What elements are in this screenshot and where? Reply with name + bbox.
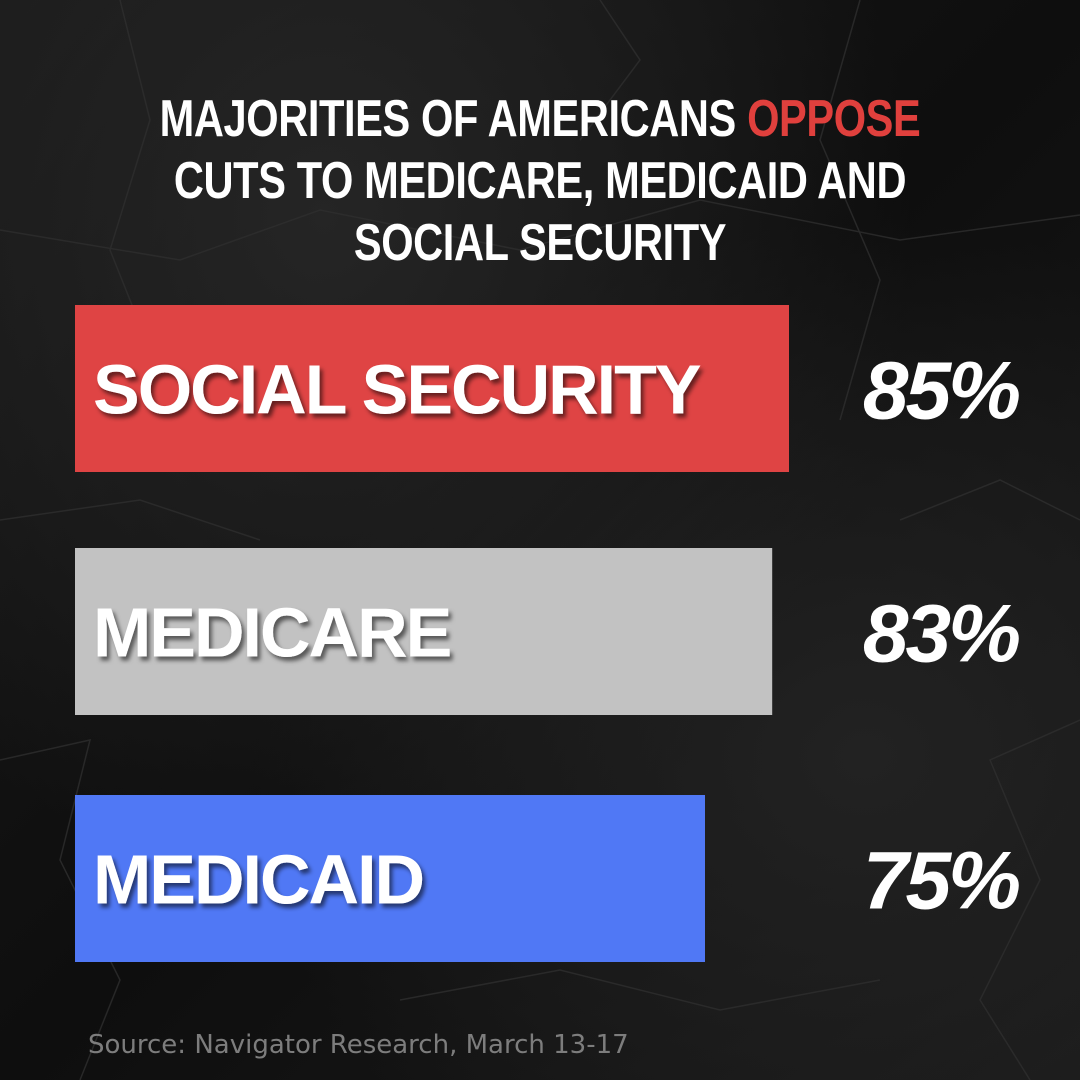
source-note: Source: Navigator Research, March 13-17 xyxy=(88,1030,629,1060)
value-label-medicaid: 75% xyxy=(863,836,1019,927)
value-label-social-security: 85% xyxy=(863,346,1019,437)
bar-medicare xyxy=(75,548,773,715)
chart-title: MAJORITIES OF AMERICANS OPPOSE CUTS TO M… xyxy=(108,88,972,274)
bar-medicaid xyxy=(75,795,705,962)
title-highlight-oppose: OPPOSE xyxy=(747,90,921,148)
title-part-1: MAJORITIES OF AMERICANS xyxy=(159,90,748,148)
value-label-medicare: 83% xyxy=(863,589,1019,680)
bar-label-medicaid: MEDICAID xyxy=(93,841,423,919)
bar-social-security xyxy=(75,305,789,472)
bar-label-social-security: SOCIAL SECURITY xyxy=(93,351,701,429)
title-part-2: CUTS TO MEDICARE, MEDICAID AND SOCIAL SE… xyxy=(173,152,907,272)
bar-label-medicare: MEDICARE xyxy=(93,594,450,672)
